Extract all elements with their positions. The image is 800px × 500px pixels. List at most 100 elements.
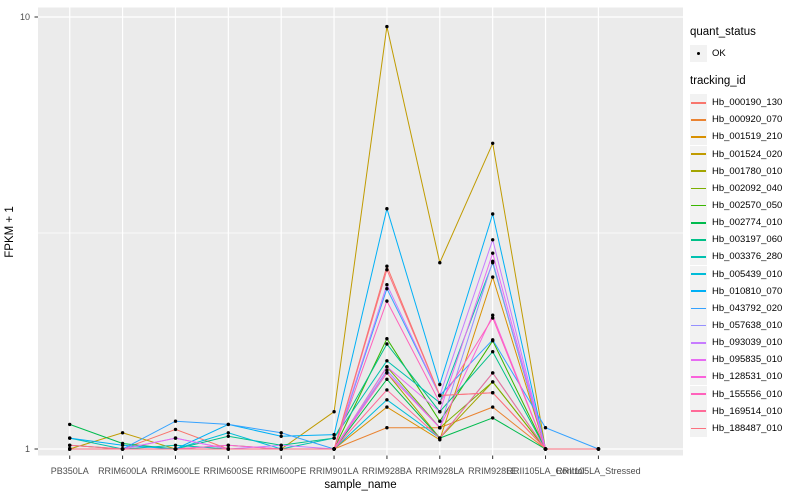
legend-item: Hb_188487_010 bbox=[690, 419, 798, 437]
legend-item: Hb_043792_020 bbox=[690, 299, 798, 317]
data-point bbox=[385, 388, 389, 392]
legend-key bbox=[690, 45, 707, 63]
legend-key bbox=[690, 282, 707, 300]
data-point bbox=[438, 382, 442, 387]
legend-line-swatch bbox=[691, 239, 706, 241]
data-point bbox=[385, 398, 389, 402]
x-tick-label: PB350LA bbox=[51, 466, 89, 476]
data-point bbox=[438, 436, 442, 440]
data-point bbox=[173, 427, 178, 432]
x-tick-label: RRIM928LA bbox=[415, 466, 464, 476]
y-tick-label: 1 bbox=[25, 444, 30, 454]
legend-item: Hb_010810_070 bbox=[690, 282, 798, 300]
legend-line-swatch bbox=[691, 101, 706, 104]
data-point bbox=[438, 410, 442, 414]
legend-line-swatch bbox=[691, 427, 706, 430]
legend-item-label: Hb_188487_010 bbox=[712, 422, 783, 434]
legend-item-label: Hb_155556_010 bbox=[712, 388, 783, 400]
data-point bbox=[385, 377, 389, 381]
legend-item-label: Hb_128531_010 bbox=[712, 371, 783, 383]
data-point bbox=[279, 447, 283, 451]
data-point bbox=[332, 410, 336, 414]
data-point bbox=[385, 342, 389, 346]
legend-item: Hb_001519_210 bbox=[690, 128, 798, 146]
data-point bbox=[385, 287, 389, 291]
data-point bbox=[385, 283, 389, 287]
data-point bbox=[279, 431, 283, 435]
data-point bbox=[491, 391, 495, 395]
data-point bbox=[68, 447, 72, 451]
legend-key bbox=[690, 265, 707, 283]
legend-item-label: Hb_095835_010 bbox=[712, 354, 783, 366]
data-point bbox=[491, 371, 495, 375]
data-point bbox=[385, 337, 389, 341]
data-point bbox=[385, 371, 389, 375]
legend-key bbox=[690, 231, 707, 249]
data-point bbox=[173, 419, 178, 423]
legend-key bbox=[690, 248, 707, 266]
data-point bbox=[226, 434, 230, 438]
legend-key bbox=[690, 128, 707, 146]
legend-key bbox=[690, 299, 707, 317]
legend-item: Hb_002774_010 bbox=[690, 214, 798, 232]
data-point bbox=[491, 316, 495, 320]
legend-item: Hb_095835_010 bbox=[690, 351, 798, 369]
legend-line-swatch bbox=[691, 153, 706, 155]
series-points-Hb_188487_010 bbox=[68, 268, 601, 451]
data-point bbox=[385, 426, 389, 430]
legend-line-swatch bbox=[691, 307, 706, 310]
legend-item-label: Hb_057638_010 bbox=[712, 320, 783, 332]
data-point bbox=[491, 380, 495, 384]
legend-item-label: Hb_003197_060 bbox=[712, 234, 783, 246]
legend-line-swatch bbox=[691, 221, 706, 224]
data-point bbox=[120, 447, 125, 451]
legend-item-label: Hb_005439_010 bbox=[712, 268, 783, 280]
data-point bbox=[438, 426, 442, 430]
x-tick-label: RRIM600SE bbox=[203, 466, 253, 476]
x-tick-label: RRIM600LE bbox=[151, 466, 200, 476]
legend-item: Hb_001524_020 bbox=[690, 145, 798, 163]
data-point bbox=[173, 443, 178, 447]
legend-key bbox=[690, 111, 707, 129]
x-tick-label: RRIM928LE bbox=[468, 466, 517, 476]
legend-key bbox=[690, 214, 707, 232]
legend-line-swatch bbox=[691, 376, 706, 378]
legend-item-label: Hb_002092_040 bbox=[712, 182, 783, 194]
x-tick-label: RRII105LA_Stressed bbox=[556, 466, 641, 476]
legend-tracking-id-section: tracking_id Hb_000190_130 Hb_000920_070 Hb… bbox=[690, 75, 798, 437]
legend-item-label: OK bbox=[712, 48, 726, 60]
legend-item: Hb_093039_010 bbox=[690, 334, 798, 352]
legend-item: Hb_001780_010 bbox=[690, 162, 798, 180]
y-tick-label: 10 bbox=[20, 12, 30, 22]
legend-line-swatch bbox=[691, 393, 706, 395]
legend-item-label: Hb_169514_010 bbox=[712, 405, 783, 417]
legend-item: Hb_169514_010 bbox=[690, 402, 798, 420]
x-tick-label: RRIM901LA bbox=[310, 466, 359, 476]
data-point bbox=[491, 338, 495, 342]
data-point bbox=[385, 368, 389, 373]
legend-key bbox=[690, 317, 707, 335]
legend-tracking-id-items: Hb_000190_130 Hb_000920_070 Hb_001519_210 H… bbox=[690, 94, 798, 437]
legend-key bbox=[690, 162, 707, 180]
legend-item-label: Hb_001524_020 bbox=[712, 148, 783, 160]
legend-line-swatch bbox=[691, 187, 706, 190]
data-point bbox=[226, 431, 230, 435]
legend-tracking-id-title: tracking_id bbox=[690, 75, 746, 88]
legend-key bbox=[690, 385, 707, 403]
legend-line-swatch bbox=[691, 341, 706, 344]
data-point bbox=[332, 447, 336, 451]
legend-item-label: Hb_010810_070 bbox=[712, 285, 783, 297]
legend-key bbox=[690, 402, 707, 420]
legend-line-swatch bbox=[691, 273, 706, 275]
legend-item: Hb_155556_010 bbox=[690, 385, 798, 403]
data-point bbox=[68, 422, 72, 427]
legend-item-label: Hb_002570_050 bbox=[712, 200, 783, 212]
legend-item-label: Hb_000920_070 bbox=[712, 114, 783, 126]
data-point bbox=[173, 436, 178, 440]
data-point bbox=[68, 443, 72, 447]
legend-quant-status-item: OK bbox=[690, 45, 798, 63]
data-point bbox=[438, 419, 442, 423]
legend-item-label: Hb_043792_020 bbox=[712, 302, 783, 314]
